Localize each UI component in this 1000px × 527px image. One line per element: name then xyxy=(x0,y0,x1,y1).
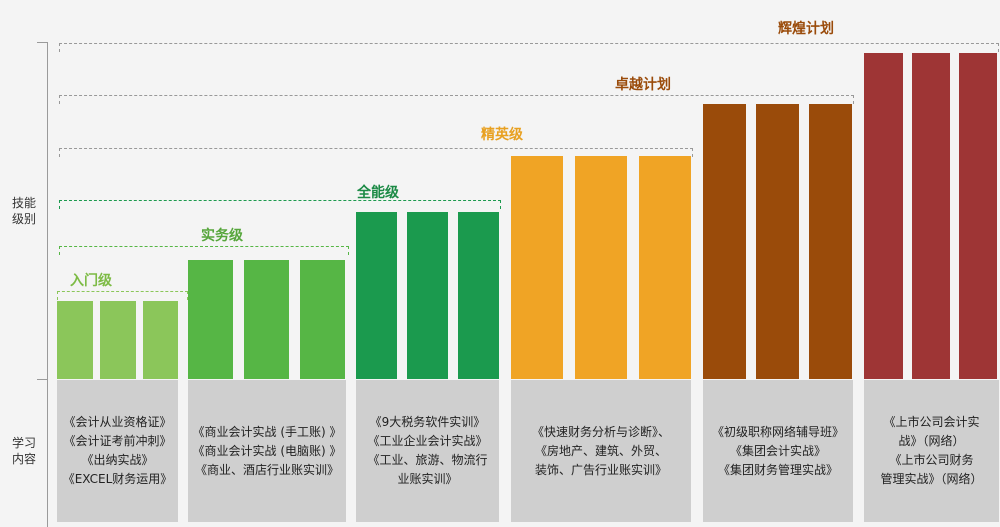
course-line: 《集团会计实战》 xyxy=(729,443,826,458)
axis-tick-mid xyxy=(37,379,47,380)
bracket-allround xyxy=(59,200,501,209)
bar-practical-3 xyxy=(300,260,345,379)
level-label-practical: 实务级 xyxy=(201,228,243,244)
bar-entry-3 xyxy=(143,301,178,379)
course-line: 《商业、酒店行业账实训》 xyxy=(194,462,339,477)
bar-brilliance-3 xyxy=(959,53,997,379)
bar-excellence-3 xyxy=(809,104,852,379)
bracket-excellence xyxy=(59,95,854,104)
course-line: 《9大税务软件实训》 xyxy=(369,415,486,429)
course-line: 《初级职称网络辅导班》 xyxy=(711,424,844,439)
course-line: 《房地产、建筑、外贸、 xyxy=(534,443,667,458)
course-line: 装饰、广告行业账实训》 xyxy=(534,462,667,477)
level-label-elite: 精英级 xyxy=(481,127,523,143)
axis-tick-top xyxy=(37,42,47,43)
content-box-entry: 《会计从业资格证》 《会计证考前冲刺》 《出纳实战》《EXCEL财务运用》 xyxy=(57,380,178,522)
bar-elite-2 xyxy=(575,156,627,379)
course-line: 《会计证考前冲刺》 xyxy=(63,434,172,448)
course-line: 《出纳实战》 xyxy=(81,453,154,467)
bar-brilliance-2 xyxy=(912,53,950,379)
content-box-excellence: 《初级职称网络辅导班》 《集团会计实战》 《集团财务管理实战》 xyxy=(703,380,853,522)
level-label-excellence: 卓越计划 xyxy=(615,77,671,93)
content-box-allround: 《9大税务软件实训》 《工业企业会计实战》 《工业、旅游、物流行 业账实训》 xyxy=(356,380,499,522)
course-line: 《集团财务管理实战》 xyxy=(717,462,838,477)
course-line: 业账实训》 xyxy=(397,472,458,486)
bar-excellence-2 xyxy=(756,104,799,379)
bracket-brilliance xyxy=(59,43,999,52)
bar-allround-2 xyxy=(407,212,448,379)
bracket-entry xyxy=(57,291,188,300)
course-line: 《上市公司财务 xyxy=(889,453,974,467)
bar-elite-1 xyxy=(511,156,563,379)
course-line: 《EXCEL财务运用》 xyxy=(62,472,173,486)
bar-allround-1 xyxy=(356,212,397,379)
course-line: 战》（网络） xyxy=(898,434,965,448)
course-line: 《商业会计实战 (电脑账) 》 xyxy=(192,443,342,458)
course-line: 《工业、旅游、物流行 xyxy=(367,453,488,467)
bar-excellence-1 xyxy=(703,104,746,379)
bar-entry-2 xyxy=(100,301,136,379)
course-line: 《快速财务分析与诊断》、 xyxy=(531,424,670,439)
content-box-elite: 《快速财务分析与诊断》、 《房地产、建筑、外贸、 装饰、广告行业账实训》 xyxy=(511,380,691,522)
course-line: 《会计从业资格证》 xyxy=(63,415,172,429)
course-line: 《商业会计实战 (手工账) 》 xyxy=(192,424,342,439)
content-box-brilliance: 《上市公司会计实 战》（网络） 《上市公司财务 管理实战》（网络） xyxy=(864,380,999,522)
bar-elite-3 xyxy=(639,156,691,379)
content-box-practical: 《商业会计实战 (手工账) 》《商业会计实战 (电脑账) 》《商业、酒店行业账实… xyxy=(188,380,346,522)
course-line: 《上市公司会计实 xyxy=(883,415,980,429)
axis-label-skill-level: 技能 级别 xyxy=(11,196,36,226)
level-label-allround: 全能级 xyxy=(357,185,399,201)
bar-brilliance-1 xyxy=(864,53,903,379)
level-label-entry: 入门级 xyxy=(70,273,112,289)
axis-label-learning-content: 学习 内容 xyxy=(11,436,36,466)
course-line: 《工业企业会计实战》 xyxy=(367,434,488,448)
bracket-elite xyxy=(59,148,693,157)
bar-practical-2 xyxy=(244,260,289,379)
level-label-brilliance: 辉煌计划 xyxy=(778,21,834,37)
bar-practical-1 xyxy=(188,260,233,379)
bracket-practical xyxy=(59,246,349,255)
bar-allround-3 xyxy=(458,212,499,379)
vertical-axis xyxy=(47,42,48,527)
course-line: 管理实战》（网络） xyxy=(880,472,983,486)
bar-entry-1 xyxy=(57,301,93,379)
